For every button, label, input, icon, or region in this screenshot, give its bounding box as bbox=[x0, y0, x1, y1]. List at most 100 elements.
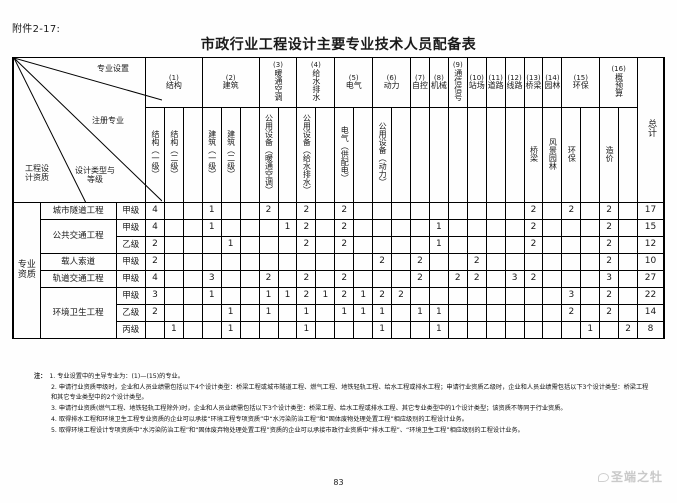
data-cell: 2 bbox=[144, 253, 165, 271]
data-cell bbox=[561, 321, 582, 339]
data-cell bbox=[239, 270, 260, 288]
subheader-empty-25 bbox=[618, 107, 639, 203]
data-cell bbox=[182, 287, 203, 305]
row-total: 22 bbox=[637, 287, 666, 305]
data-cell: 1 bbox=[277, 219, 298, 237]
data-cell: 1 bbox=[201, 202, 222, 220]
subheader-label: 环保 bbox=[567, 145, 577, 162]
data-cell bbox=[182, 202, 203, 220]
data-cell: 2 bbox=[599, 253, 620, 271]
data-cell bbox=[447, 321, 468, 339]
row-total: 8 bbox=[637, 321, 666, 339]
group-number: (11) bbox=[488, 73, 503, 82]
group-header-电气: (5) 电气 bbox=[334, 57, 374, 108]
data-cell bbox=[542, 304, 563, 322]
data-cell bbox=[580, 219, 601, 237]
footnotes: 注： 1. 专业设置中的主导专业为：(1)—(15)的专业。 2. 申请行业资质甲级… bbox=[34, 372, 654, 437]
group-name: 站场 bbox=[468, 80, 485, 90]
data-cell bbox=[428, 270, 449, 288]
data-cell bbox=[428, 287, 449, 305]
data-cell: 2 bbox=[144, 304, 165, 322]
table-header-group-row: 专业设置 注册专业 设计类型与等级 工程设计资质 (1) 结构 (2) 建筑 (3) 暖通… bbox=[11, 57, 666, 203]
data-cell bbox=[334, 321, 355, 339]
data-cell: 1 bbox=[409, 304, 430, 322]
subheader-公用设备（暖通空调）: 公用设备（暖通空调） bbox=[258, 107, 279, 203]
data-cell bbox=[315, 219, 336, 237]
data-cell bbox=[239, 202, 260, 220]
grade-label: 乙级 bbox=[115, 304, 146, 322]
group-header-概预算: (16) 概预算 bbox=[599, 57, 639, 108]
corner-label-registry: 注册专业 bbox=[91, 116, 124, 125]
data-cell bbox=[580, 270, 601, 288]
table-row: 轨道交通工程 甲级 4 3 2 2 2 2 2 2 3 2 3 27 bbox=[13, 270, 666, 288]
data-cell: 2 bbox=[523, 270, 544, 288]
grade-label: 甲级 bbox=[115, 219, 146, 237]
data-cell bbox=[504, 202, 525, 220]
group-number: (3) bbox=[273, 60, 283, 69]
subheader-label: 电气（供配电） bbox=[340, 125, 350, 182]
data-cell: 2 bbox=[296, 236, 317, 254]
data-cell: 3 bbox=[144, 287, 165, 305]
data-cell bbox=[372, 202, 393, 220]
data-cell: 1 bbox=[372, 321, 393, 339]
project-label: 轨道交通工程 bbox=[39, 270, 117, 288]
corner-label-design-type: 设计类型与等级 bbox=[75, 165, 115, 184]
group-number: (12) bbox=[507, 73, 522, 82]
data-cell bbox=[258, 253, 279, 271]
data-cell bbox=[163, 304, 184, 322]
data-cell bbox=[561, 253, 582, 271]
table-body: 专业资质 城市隧道工程 甲级 4 1 2 2 2 2 2 2 17 公共交通工程 甲级 4 1 1 2 2 1 2 2 15… bbox=[11, 202, 666, 339]
data-cell bbox=[220, 287, 241, 305]
data-cell bbox=[542, 219, 563, 237]
data-cell bbox=[523, 321, 544, 339]
grade-label: 甲级 bbox=[115, 287, 146, 305]
data-cell bbox=[239, 304, 260, 322]
data-cell bbox=[353, 202, 374, 220]
table-row: 载人索道 甲级 2 2 2 2 2 10 bbox=[13, 253, 666, 271]
data-cell: 2 bbox=[334, 287, 355, 305]
group-number: (8) bbox=[433, 73, 444, 82]
page-title: 市政行业工程设计主要专业技术人员配备表 bbox=[200, 37, 477, 53]
data-cell bbox=[561, 236, 582, 254]
subheader-empty-7 bbox=[277, 107, 298, 203]
total-header-label: 总计 bbox=[646, 119, 657, 138]
data-cell: 2 bbox=[334, 270, 355, 288]
grade-label: 乙级 bbox=[115, 236, 146, 254]
data-cell bbox=[447, 202, 468, 220]
data-cell bbox=[353, 270, 374, 288]
data-cell: 1 bbox=[220, 304, 241, 322]
group-header-动力: (6) 动力 bbox=[372, 57, 411, 108]
data-cell: 2 bbox=[618, 321, 639, 339]
data-cell bbox=[504, 253, 525, 271]
data-cell bbox=[163, 219, 184, 237]
data-cell bbox=[504, 219, 525, 237]
data-cell bbox=[485, 321, 506, 339]
data-cell bbox=[315, 253, 336, 271]
wechat-icon bbox=[597, 473, 609, 482]
data-cell bbox=[428, 202, 449, 220]
row-total: 10 bbox=[637, 253, 666, 271]
group-header-道路: (11) 道路 bbox=[485, 57, 506, 108]
data-cell: 2 bbox=[296, 219, 317, 237]
data-cell bbox=[618, 202, 639, 220]
data-cell bbox=[163, 202, 184, 220]
data-cell bbox=[504, 304, 525, 322]
data-cell bbox=[277, 304, 298, 322]
data-cell bbox=[353, 219, 374, 237]
project-label: 公共交通工程 bbox=[39, 219, 117, 254]
data-cell: 1 bbox=[258, 287, 279, 305]
subheader-label: 建筑（二级） bbox=[226, 129, 236, 178]
total-header: 总计 bbox=[637, 57, 666, 203]
group-header-园林: (14) 园林 bbox=[542, 57, 563, 108]
corner-label-qualification: 工程设计资质 bbox=[25, 163, 49, 182]
subheader-empty-9 bbox=[315, 107, 336, 203]
data-cell bbox=[220, 253, 241, 271]
data-cell bbox=[201, 236, 222, 254]
data-cell: 3 bbox=[504, 270, 525, 288]
data-cell bbox=[504, 236, 525, 254]
row-total: 17 bbox=[637, 202, 666, 220]
data-cell bbox=[485, 270, 506, 288]
data-cell: 1 bbox=[428, 219, 449, 237]
data-cell bbox=[391, 236, 411, 254]
subheader-empty-14 bbox=[409, 107, 430, 203]
